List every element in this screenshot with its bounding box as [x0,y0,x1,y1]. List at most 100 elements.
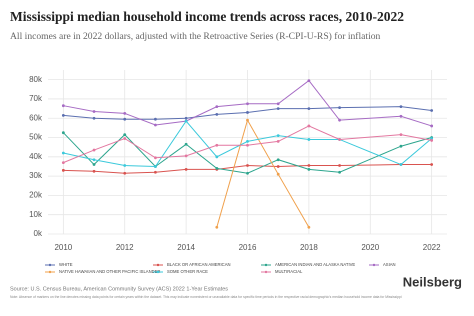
point [215,225,219,229]
point [276,107,280,110]
series-line [216,118,310,228]
legend-marker [156,263,160,267]
point [246,102,249,106]
point [276,134,280,138]
chart-title: Mississippi median household income tren… [10,9,404,24]
x-tick-label: 2010 [54,243,72,252]
point [399,105,403,109]
point [154,156,157,160]
legend-label: NATIVE HAWAIIAN AND OTHER PACIFIC ISLAND… [59,269,160,274]
point [184,167,188,171]
point [92,163,96,166]
y-tick-label: 10k [29,210,43,219]
point [61,131,65,135]
series-line [62,132,432,174]
legend-marker [372,263,376,267]
point [307,124,311,128]
point [276,165,280,168]
legend-label: WHITE [59,262,73,267]
point [276,139,280,143]
point [399,133,403,137]
point [430,139,434,142]
point [246,143,249,147]
point [307,167,311,171]
point [307,225,311,229]
point [338,106,341,110]
point [276,172,280,176]
x-tick-label: 2022 [423,243,441,252]
point [307,138,311,141]
y-tick-label: 40k [29,152,43,161]
point [246,164,249,167]
point [215,143,219,147]
legend-label: BLACK OR AFRICAN AMERICAN [167,262,231,267]
point [246,118,249,122]
point [154,117,157,121]
point [123,164,127,167]
note: Note: Absence of markers on the line den… [10,295,402,299]
point [338,138,341,141]
series-line [63,106,432,120]
x-tick-label: 2014 [177,243,195,252]
point [430,109,434,112]
point [92,116,96,120]
point [61,161,65,165]
y-tick-label: 30k [29,171,43,180]
x-tick-label: 2016 [239,243,257,252]
point [184,119,188,123]
point [307,164,311,167]
point [92,158,96,162]
legend-marker [264,263,268,267]
point [61,151,65,155]
legend-label: SOME OTHER RACE [167,269,208,274]
x-tick-label: 2020 [361,243,379,252]
point [276,102,280,106]
point [430,163,434,166]
series-line [63,125,432,164]
point [92,148,96,152]
y-tick-label: 0k [34,229,43,238]
series-line [63,164,432,174]
source: Source: U.S. Census Bureau, American Com… [10,286,228,292]
point [338,170,341,174]
series-line [63,79,432,127]
point [215,105,219,109]
y-tick-label: 80k [29,75,43,84]
series-line [63,120,432,167]
point [123,133,127,137]
point [154,123,157,127]
point [276,158,280,162]
legend-label: AMERICAN INDIAN AND ALASKA NATIVE [275,262,355,267]
point [123,112,127,115]
legend-label: MULTIRACIAL [275,269,303,274]
point [430,124,434,128]
legend-marker [48,263,52,267]
point [123,171,127,175]
point [307,107,311,110]
y-tick-label: 50k [29,133,43,142]
x-tick-label: 2018 [300,243,318,252]
y-tick-label: 60k [29,113,43,122]
point [92,110,96,113]
point [399,144,403,148]
point [184,116,188,120]
point [338,164,341,167]
point [430,137,434,140]
point [123,117,127,121]
legend-marker [156,270,160,274]
y-tick-label: 20k [29,191,43,200]
point [338,118,341,122]
legend-label: ASIAN [383,262,396,267]
point [246,139,249,143]
point [399,114,403,118]
point [215,167,219,170]
point [154,165,157,168]
point [246,171,249,175]
brand: Neilsberg [403,274,462,289]
point [307,79,311,83]
point [184,154,188,158]
point [246,111,249,114]
point [92,169,96,173]
point [399,163,403,166]
